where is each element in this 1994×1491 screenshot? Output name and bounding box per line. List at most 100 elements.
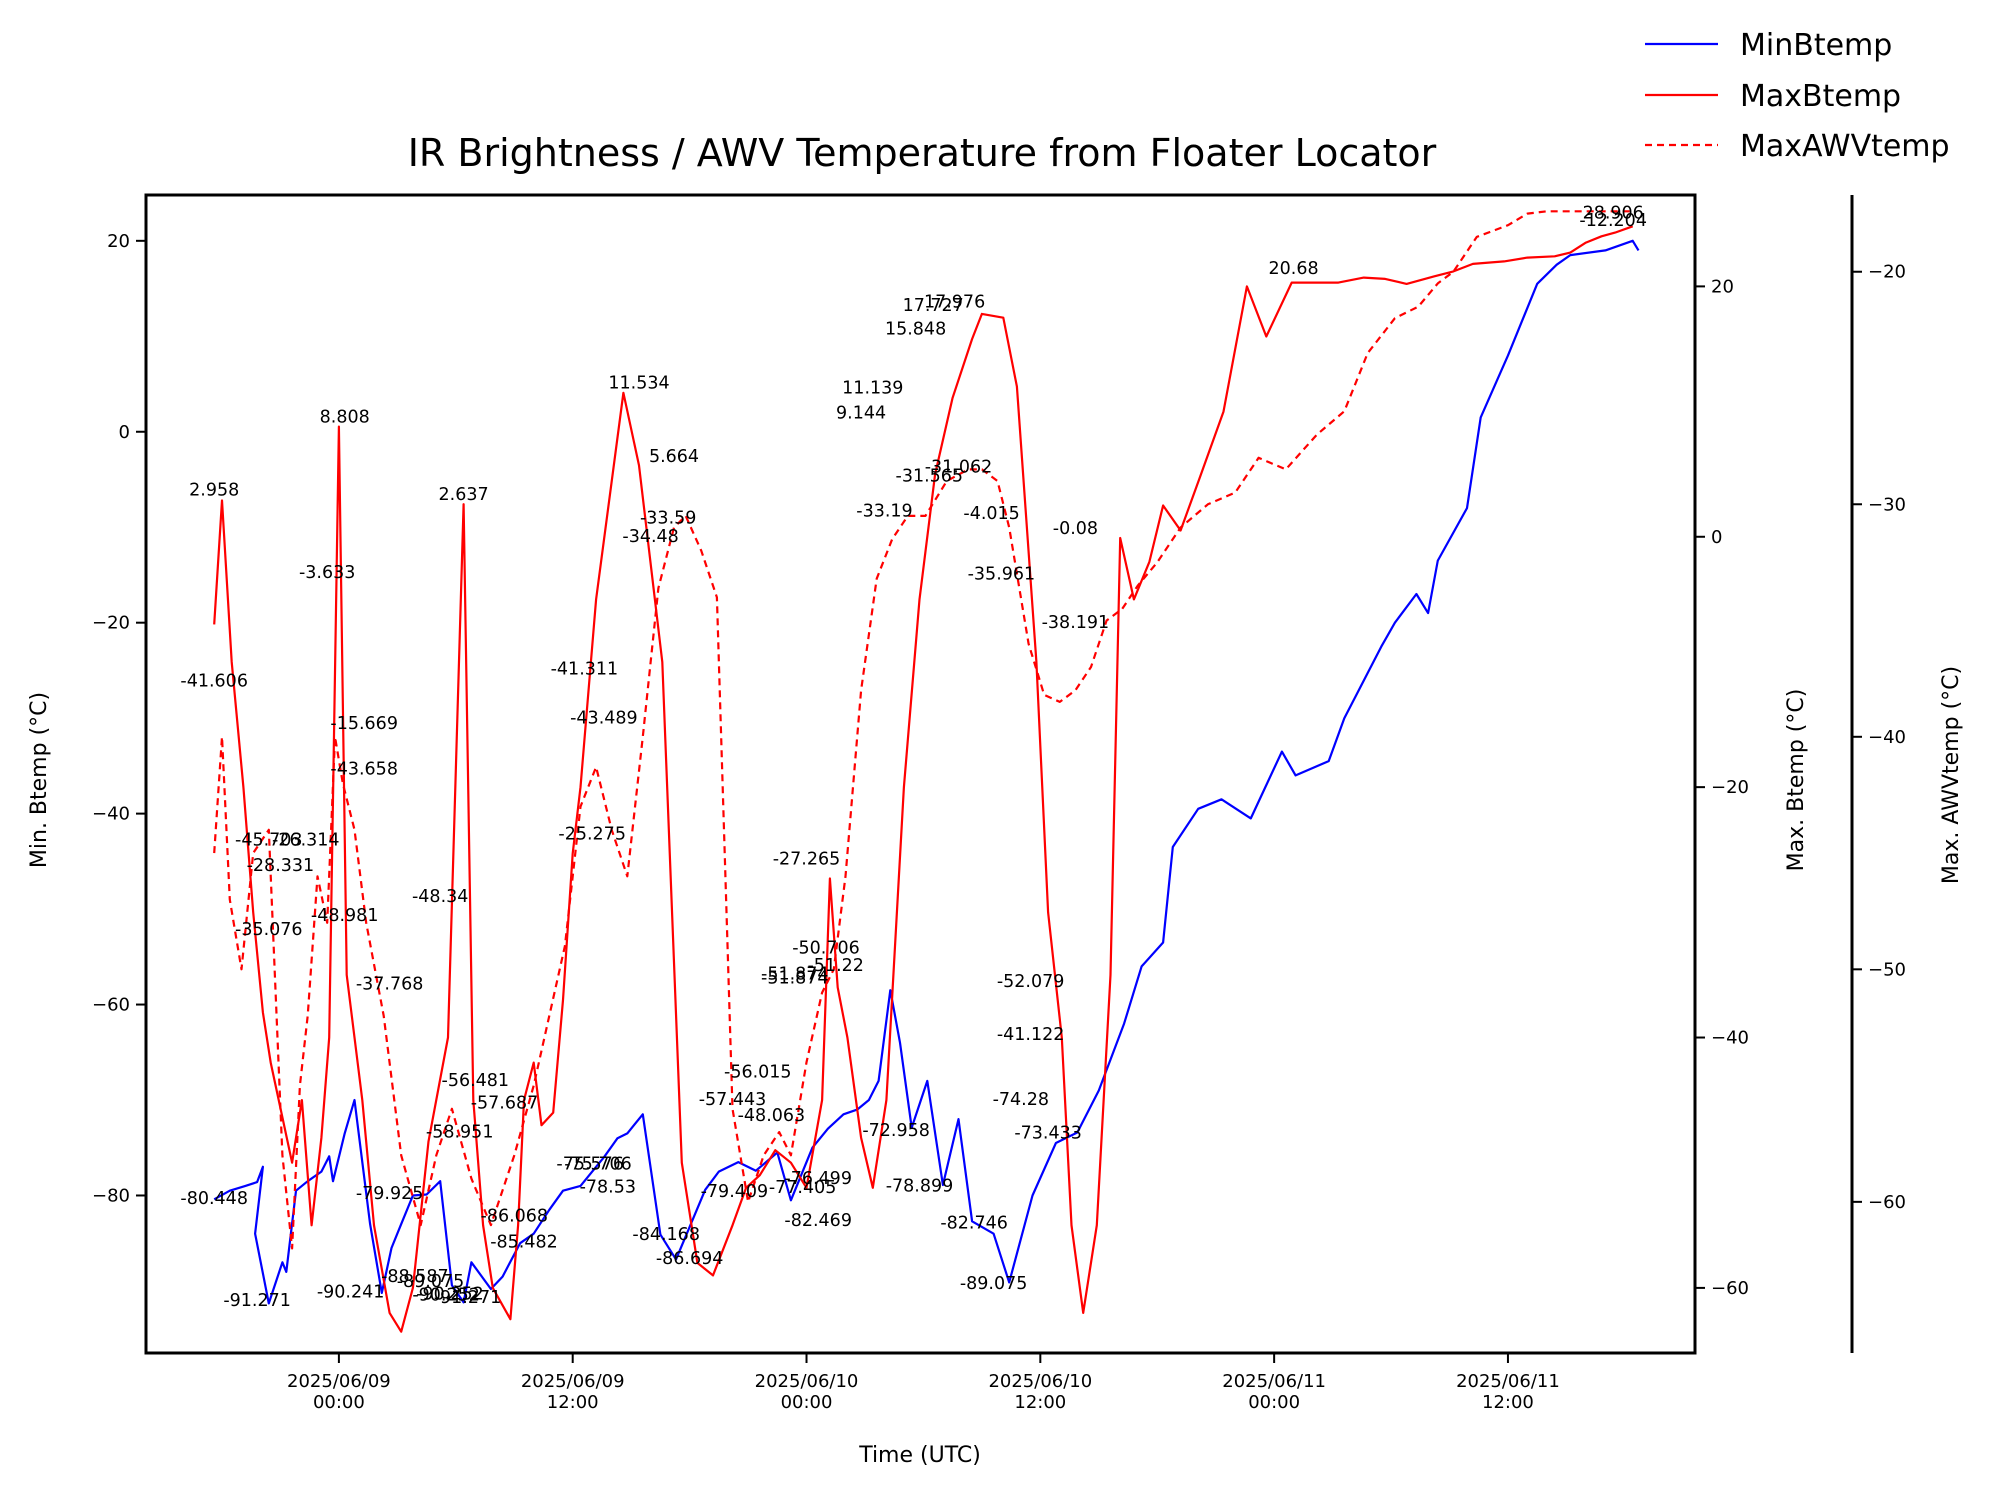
x-tick-label: 2025/06/10 — [755, 1371, 859, 1392]
data-label: -48.981 — [311, 906, 379, 926]
data-label: -82.469 — [784, 1211, 852, 1231]
data-label: -41.122 — [997, 1025, 1065, 1045]
data-label: -86.694 — [656, 1249, 724, 1269]
data-label: -3.633 — [299, 563, 355, 583]
x-tick-label: 2025/06/09 — [521, 1371, 625, 1392]
data-label: -35.961 — [968, 564, 1036, 584]
data-label: 15.848 — [885, 319, 946, 339]
x-tick-label: 12:00 — [1014, 1392, 1066, 1413]
x-tick-label: 12:00 — [547, 1392, 599, 1413]
data-label: -51.22 — [807, 956, 863, 976]
data-label: -90.252 — [412, 1285, 480, 1305]
data-label: 9.144 — [836, 403, 886, 423]
data-label: -0.08 — [1053, 519, 1098, 539]
data-label: -41.311 — [551, 660, 619, 680]
right2-tick-label: −20 — [1868, 262, 1906, 283]
series-layer — [213, 210, 1640, 1333]
data-label: -37.768 — [356, 975, 424, 995]
data-label: -25.275 — [558, 825, 626, 845]
series-line-maxbtemp — [213, 225, 1634, 1333]
left-tick-label: 0 — [119, 422, 130, 443]
data-label: -91.271 — [434, 1288, 502, 1308]
right1-axis-label: Max. Btemp (°C) — [1784, 689, 1809, 872]
data-label: 8.808 — [320, 408, 370, 428]
data-label: -31.565 — [896, 467, 964, 487]
data-label: -56.015 — [724, 1062, 792, 1082]
legend-label-maxawvtemp: MaxAWVtemp — [1740, 129, 1950, 164]
data-label: -45.703 — [235, 831, 303, 851]
x-tick-label: 2025/06/10 — [988, 1371, 1092, 1392]
legend-label-minbtemp: MinBtemp — [1740, 28, 1892, 63]
data-label: -79.409 — [701, 1182, 769, 1202]
data-label: -51.874 — [761, 964, 829, 984]
data-label: -72.958 — [862, 1121, 930, 1141]
data-label: -78.53 — [580, 1177, 636, 1197]
data-label: 17.727 — [903, 296, 964, 316]
data-label: -12.204 — [1579, 211, 1647, 231]
data-label: -43.489 — [570, 709, 638, 729]
right2-tick-label: −50 — [1868, 959, 1906, 980]
left-tick-label: −20 — [92, 613, 130, 634]
data-label: -84.168 — [632, 1225, 700, 1245]
data-label: -48.063 — [738, 1106, 806, 1126]
data-label: -80.448 — [180, 1189, 248, 1209]
data-label: 5.664 — [649, 447, 699, 467]
legend-label-maxbtemp: MaxBtemp — [1740, 79, 1901, 114]
data-label: -91.271 — [223, 1291, 291, 1311]
data-label: -75.576 — [556, 1155, 624, 1175]
right2-tick-label: −60 — [1868, 1192, 1906, 1213]
data-label: -90.252 — [416, 1284, 484, 1304]
x-tick-label: 2025/06/09 — [287, 1371, 391, 1392]
data-label: 11.139 — [842, 378, 903, 398]
data-label: -52.079 — [997, 972, 1065, 992]
x-tick-label: 2025/06/11 — [1222, 1371, 1326, 1392]
data-label: -82.746 — [940, 1214, 1008, 1234]
data-label: -41.606 — [180, 671, 248, 691]
data-label: 28.906 — [1583, 204, 1644, 224]
x-tick-label: 00:00 — [313, 1392, 365, 1413]
data-label: 20.68 — [1269, 259, 1319, 279]
data-label: -35.076 — [235, 920, 303, 940]
x-tick-label: 00:00 — [1248, 1392, 1300, 1413]
data-label: -74.28 — [993, 1090, 1049, 1110]
right1-tick-label: −20 — [1711, 777, 1749, 798]
left-tick-label: −80 — [92, 1185, 130, 1206]
data-label: -15.669 — [330, 714, 398, 734]
data-label: -50.706 — [792, 939, 860, 959]
data-label: -89.075 — [397, 1272, 465, 1292]
right1-tick-label: 0 — [1711, 527, 1722, 548]
data-label: -38.191 — [1042, 613, 1110, 633]
data-label: -27.265 — [773, 850, 841, 870]
x-axis-label: Time (UTC) — [858, 1443, 981, 1468]
data-label: -57.443 — [699, 1090, 767, 1110]
data-label: -90.241 — [317, 1282, 385, 1302]
chart-title: IR Brightness / AWV Temperature from Flo… — [408, 131, 1437, 175]
data-label: -34.48 — [622, 527, 678, 547]
x-tick-label: 2025/06/11 — [1456, 1371, 1560, 1392]
right2-axis-ticks: −20 −30 −40 −50 −60 — [1852, 262, 1906, 1213]
annotation-layer: 2.958 8.808 2.637 11.534 5.664 11.139 9.144 15.… — [180, 204, 1647, 1312]
x-axis-ticks: 2025/06/0900:002025/06/0912:002025/06/10… — [287, 1353, 1560, 1413]
data-label: -89.075 — [960, 1274, 1028, 1294]
data-label: -33.59 — [640, 509, 696, 529]
data-label: -77.405 — [769, 1178, 837, 1198]
left-axis-label: Min. Btemp (°C) — [27, 692, 52, 868]
data-label: -33.19 — [856, 502, 912, 522]
right2-tick-label: −30 — [1868, 494, 1906, 515]
data-label: -76.499 — [784, 1169, 852, 1189]
data-label: -88.587 — [381, 1267, 449, 1287]
data-label: -57.687 — [471, 1094, 539, 1114]
data-label: -31.062 — [925, 457, 993, 477]
data-label: -26.314 — [272, 831, 340, 851]
x-tick-label: 00:00 — [781, 1392, 833, 1413]
right1-axis-ticks: 20 0 −20 −40 −60 — [1695, 276, 1749, 1299]
data-label: -75.706 — [564, 1155, 632, 1175]
left-tick-label: −40 — [92, 804, 130, 825]
data-label: -86.068 — [481, 1206, 549, 1226]
right2-axis-label: Max. AWVtemp (°C) — [1939, 666, 1964, 884]
data-label: -79.925 — [356, 1184, 424, 1204]
data-label: -85.482 — [490, 1233, 558, 1253]
series-line-maxawvtemp — [213, 210, 1633, 1250]
left-axis-ticks: 20 0 −20 −40 −60 −80 — [92, 231, 146, 1206]
